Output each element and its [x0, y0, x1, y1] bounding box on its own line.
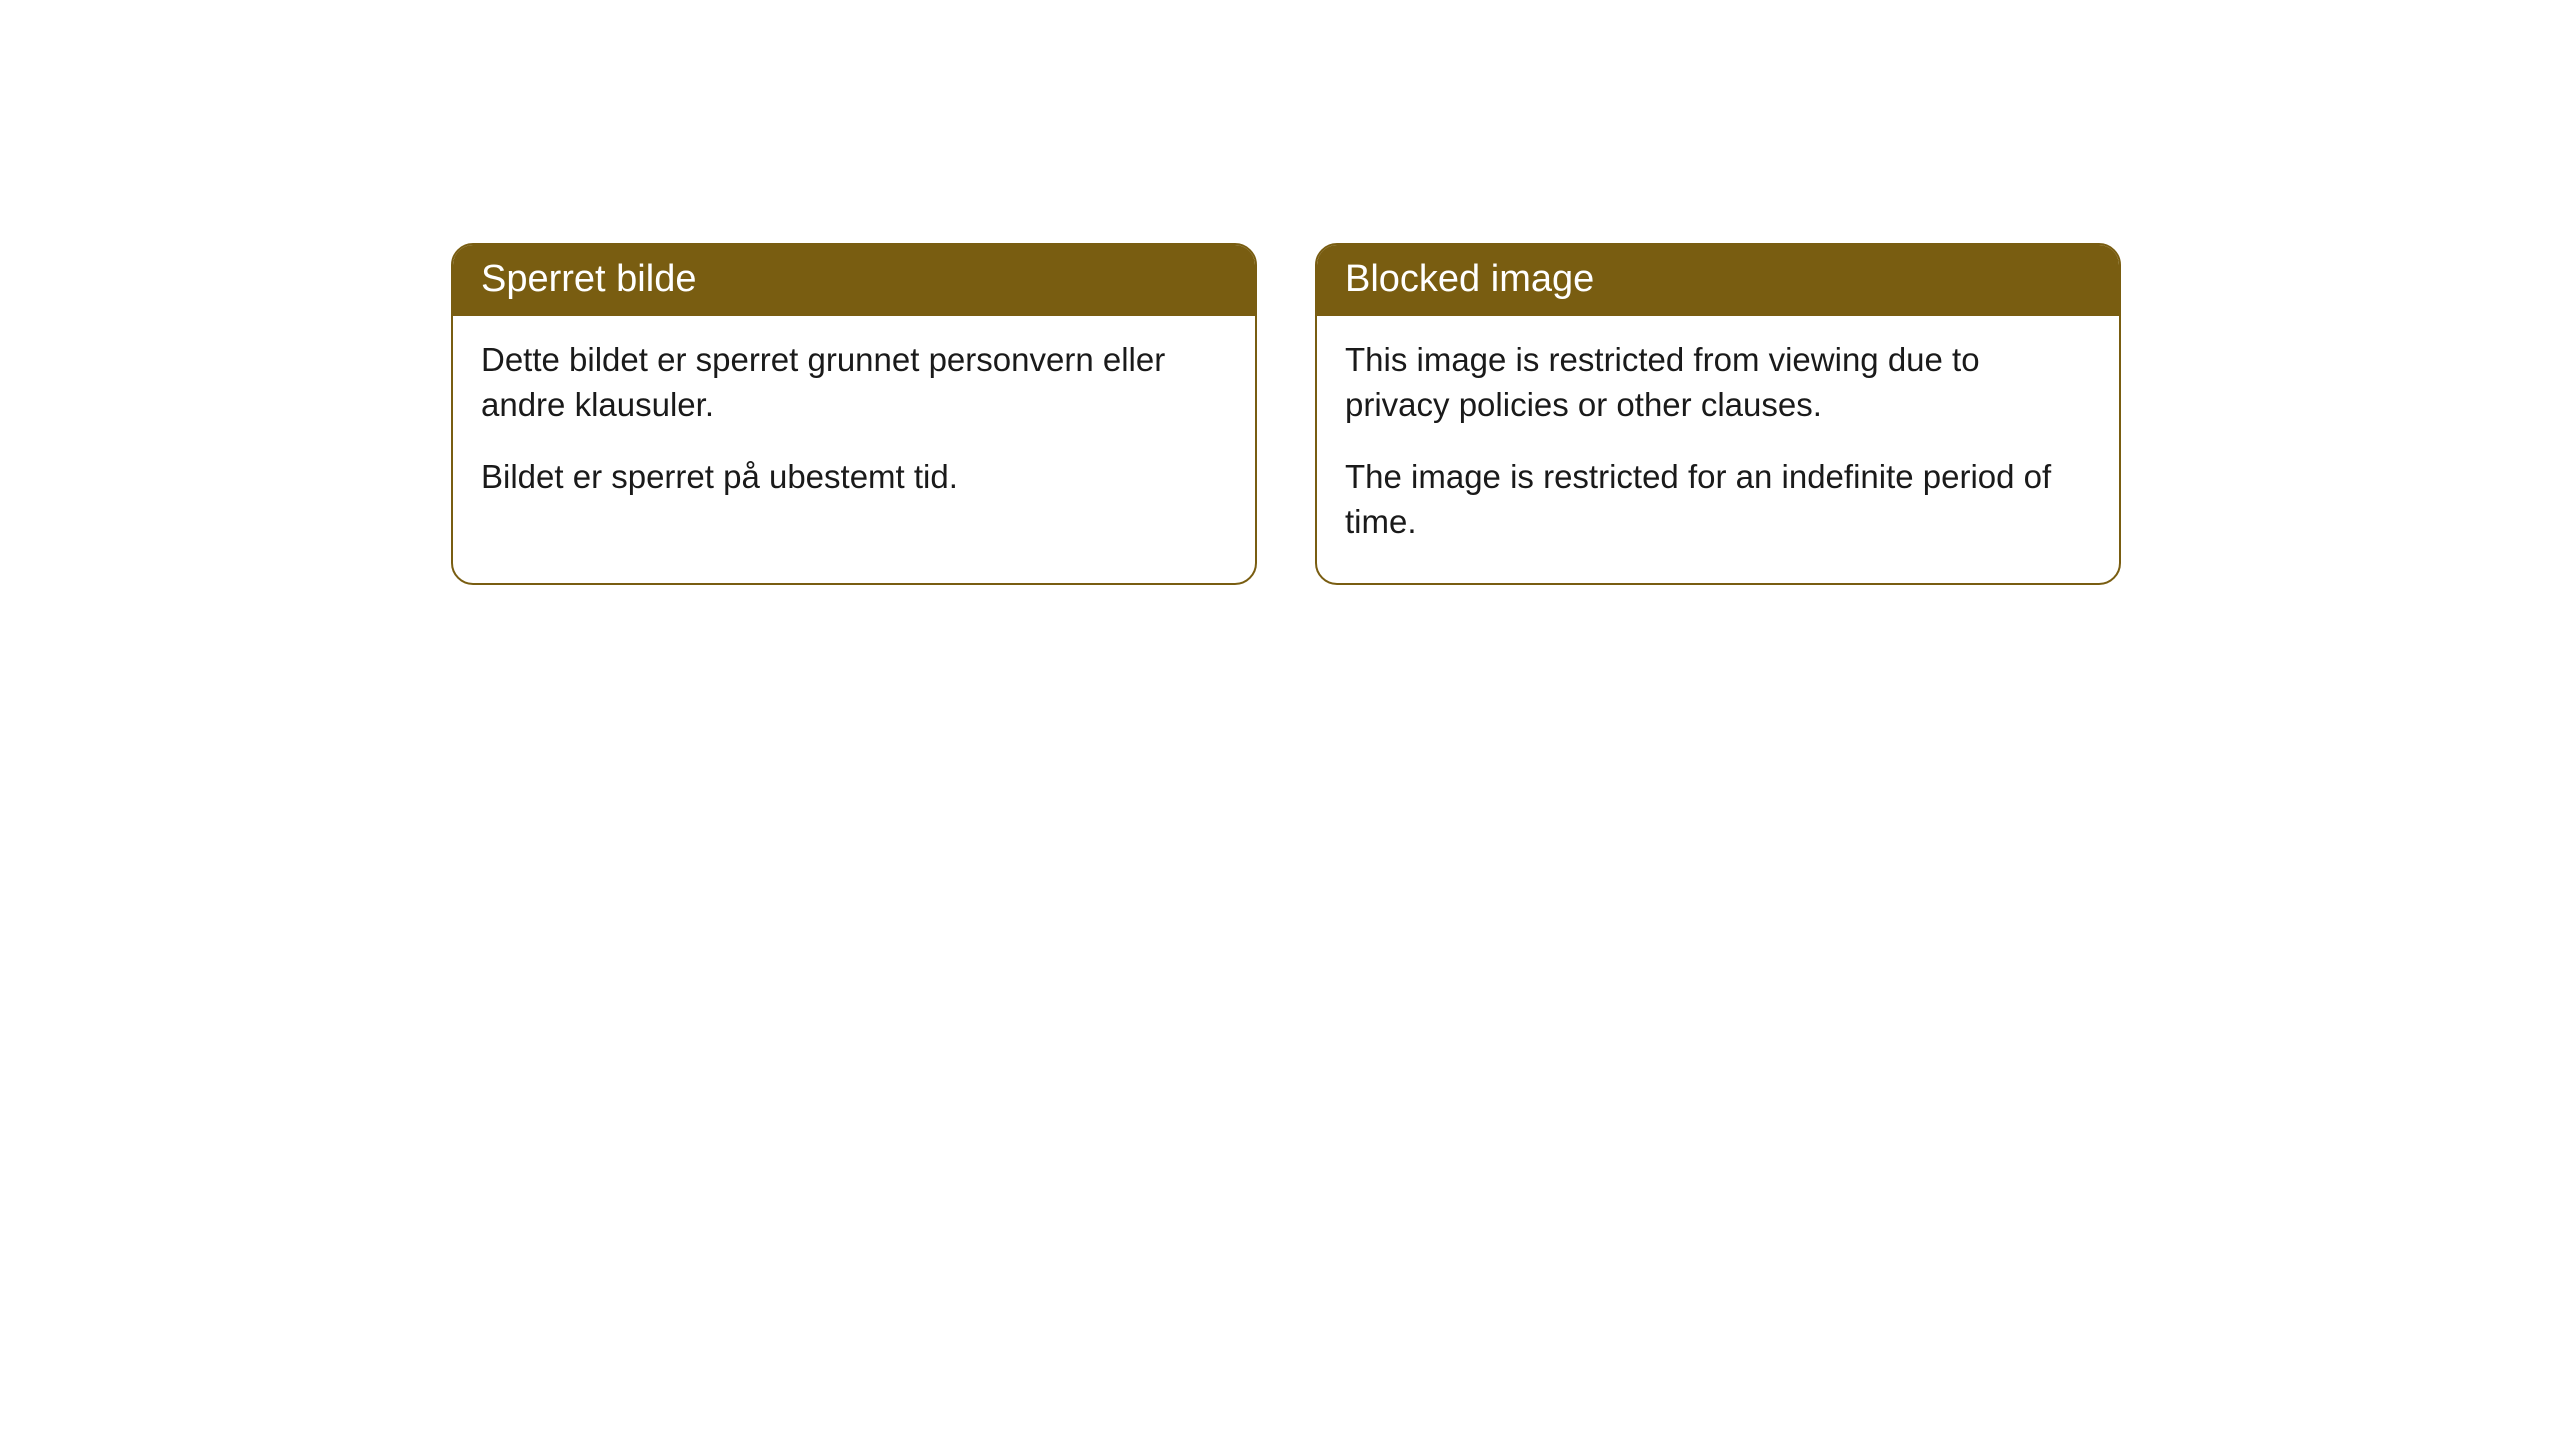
card-paragraph: This image is restricted from viewing du…: [1345, 338, 2091, 427]
card-header: Sperret bilde: [453, 245, 1255, 316]
card-title: Blocked image: [1345, 258, 1594, 300]
card-title: Sperret bilde: [481, 258, 696, 300]
notice-card-norwegian: Sperret bilde Dette bildet er sperret gr…: [451, 243, 1257, 585]
card-header: Blocked image: [1317, 245, 2119, 316]
card-paragraph: Dette bildet er sperret grunnet personve…: [481, 338, 1227, 427]
notice-cards-container: Sperret bilde Dette bildet er sperret gr…: [451, 243, 2121, 585]
card-body: Dette bildet er sperret grunnet personve…: [453, 316, 1255, 538]
notice-card-english: Blocked image This image is restricted f…: [1315, 243, 2121, 585]
card-paragraph: Bildet er sperret på ubestemt tid.: [481, 455, 1227, 500]
card-paragraph: The image is restricted for an indefinit…: [1345, 455, 2091, 544]
card-body: This image is restricted from viewing du…: [1317, 316, 2119, 582]
